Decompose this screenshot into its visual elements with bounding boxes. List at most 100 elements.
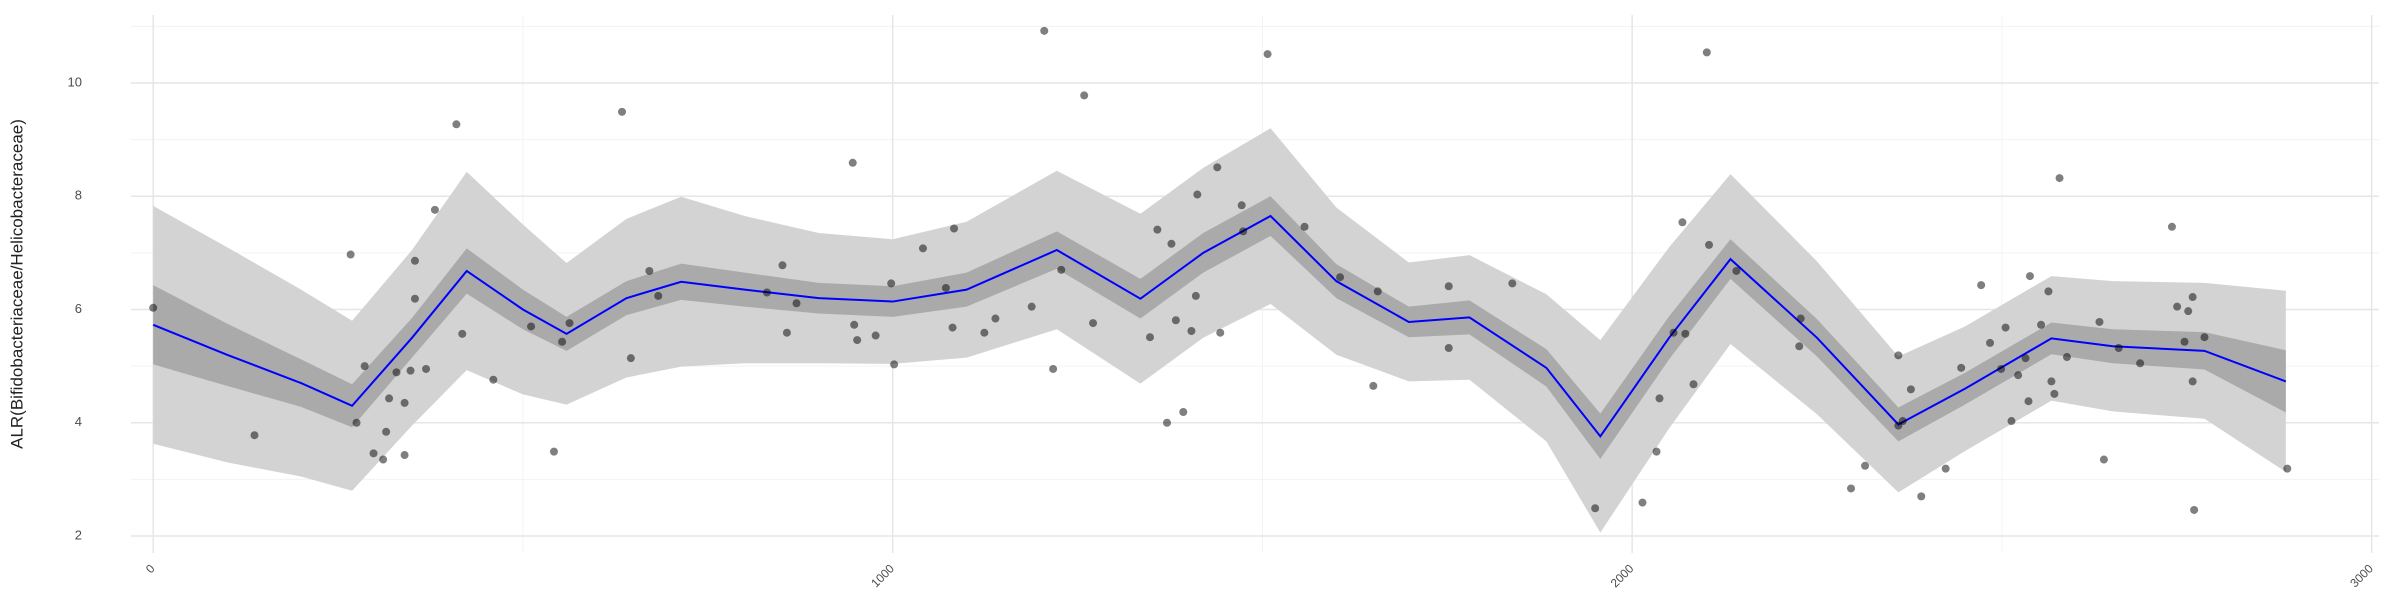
data-point: [1300, 222, 1309, 231]
confidence-band-inner: [153, 196, 2286, 459]
y-tick-label: 8: [75, 188, 82, 203]
data-point: [2167, 222, 2176, 231]
data-point: [1187, 327, 1196, 336]
data-point: [848, 158, 857, 167]
data-point: [2047, 377, 2056, 386]
data-point: [1191, 291, 1200, 300]
data-point: [565, 319, 574, 328]
data-point: [2200, 333, 2209, 342]
data-point: [1027, 302, 1036, 311]
data-point: [853, 336, 862, 345]
data-point: [1239, 227, 1248, 236]
x-tick-label: 2000: [1608, 561, 1637, 590]
data-point: [1213, 163, 1222, 172]
data-point: [941, 283, 950, 292]
data-point: [2188, 293, 2197, 302]
data-point: [1040, 26, 1049, 35]
data-point: [1216, 328, 1225, 337]
confidence-band-outer: [153, 128, 2286, 533]
data-point: [1906, 385, 1915, 394]
data-point: [2021, 354, 2030, 363]
data-point: [1638, 498, 1647, 507]
data-point: [422, 364, 431, 373]
data-point: [626, 354, 635, 363]
data-point: [2014, 371, 2023, 380]
data-point: [1171, 316, 1180, 325]
data-point: [2180, 337, 2189, 346]
data-point: [149, 303, 158, 312]
data-point: [392, 368, 401, 377]
data-point: [1847, 484, 1856, 493]
data-point: [527, 322, 536, 331]
data-point: [406, 366, 415, 375]
data-point: [430, 205, 439, 214]
data-point: [2188, 377, 2197, 386]
data-point: [1689, 380, 1698, 389]
data-point: [558, 337, 567, 346]
data-point: [410, 256, 419, 265]
data-point: [250, 431, 259, 440]
data-point: [1591, 504, 1600, 513]
data-point: [2001, 323, 2010, 332]
data-point: [2007, 417, 2016, 426]
data-point: [1508, 279, 1517, 288]
y-tick-label: 2: [75, 527, 82, 542]
data-point: [1444, 282, 1453, 291]
data-point: [645, 266, 654, 275]
data-point: [1237, 201, 1246, 210]
data-point: [2037, 320, 2046, 329]
data-point: [2062, 353, 2071, 362]
data-point: [762, 288, 771, 297]
x-tick-label: 0: [143, 561, 158, 576]
data-point: [2055, 174, 2064, 183]
data-point: [1080, 91, 1089, 100]
y-axis-label: ALR(Bifidobacteriaceae/Helicobacteraceae…: [7, 119, 26, 449]
data-point: [1336, 273, 1345, 282]
data-point: [1057, 265, 1066, 274]
data-point: [1957, 363, 1966, 372]
data-point: [1681, 329, 1690, 338]
data-point: [778, 261, 787, 270]
data-point: [346, 250, 355, 259]
data-point: [1669, 328, 1678, 337]
data-point: [458, 329, 467, 338]
data-point: [452, 120, 461, 129]
data-point: [1652, 447, 1661, 456]
data-point: [1894, 351, 1903, 360]
data-point: [1678, 218, 1687, 227]
data-point: [1369, 381, 1378, 390]
data-point: [2184, 307, 2193, 316]
data-point: [792, 299, 801, 308]
data-point: [1444, 343, 1453, 352]
data-point: [410, 294, 419, 303]
data-point: [1263, 50, 1272, 59]
data-point: [1917, 492, 1926, 501]
data-point: [1049, 364, 1058, 373]
data-point: [2190, 505, 2199, 514]
y-tick-label: 10: [68, 74, 82, 89]
smooth-line: [152, 214, 2287, 439]
data-point: [360, 362, 369, 371]
data-point: [1373, 287, 1382, 296]
data-point: [1898, 417, 1907, 426]
data-point: [1732, 266, 1741, 275]
data-point: [549, 447, 558, 456]
data-point: [382, 427, 391, 436]
data-point: [654, 291, 663, 300]
data-point: [1655, 394, 1664, 403]
data-point: [991, 314, 1000, 323]
data-point: [352, 418, 361, 427]
data-point: [1986, 338, 1995, 347]
data-point: [618, 107, 627, 116]
x-tick-label: 1000: [868, 561, 897, 590]
data-point: [2173, 302, 2182, 311]
x-tick-label: 3000: [2347, 561, 2376, 590]
data-point: [1702, 48, 1711, 57]
data-point: [890, 360, 899, 369]
data-point: [1861, 461, 1870, 470]
data-point: [379, 455, 388, 464]
data-point: [2044, 287, 2053, 296]
data-point: [950, 224, 959, 233]
data-point: [1089, 319, 1098, 328]
